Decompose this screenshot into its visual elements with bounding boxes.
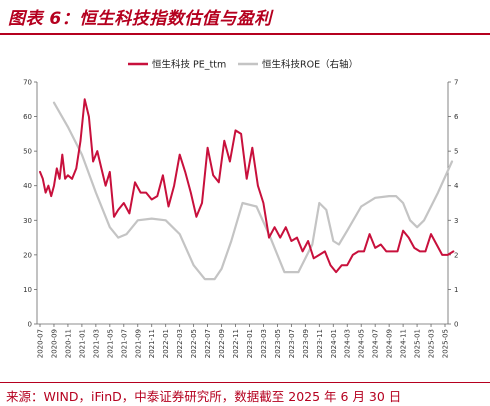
chart-legend: 恒生科技 PE_ttm 恒生科技ROE（右轴） — [128, 59, 358, 71]
x-tick-label: 2023-11 — [316, 329, 324, 358]
right-tick-label: 3 — [454, 217, 458, 225]
x-tick-label: 2023-09 — [302, 329, 310, 358]
x-tick-label: 2024-05 — [358, 329, 366, 358]
x-tick-label: 2022-11 — [232, 329, 240, 358]
chart-title: 图表 6：恒生科技指数估值与盈利 — [8, 9, 272, 29]
legend-label-pe: 恒生科技 PE_ttm — [152, 59, 226, 71]
pe-roe-line-chart: 恒生科技 PE_ttm 恒生科技ROE（右轴） 0102030405060700… — [23, 59, 459, 359]
plot-area — [39, 98, 455, 281]
x-tick-label: 2020-09 — [50, 329, 58, 358]
x-tick-label: 2023-03 — [260, 329, 268, 358]
source-note: 来源：WIND，iFinD，中泰证券研究所，数据截至 2025 年 6 月 30… — [6, 389, 402, 404]
x-tick-label: 2024-11 — [400, 329, 408, 358]
x-tick-label: 2023-07 — [288, 329, 296, 358]
legend-label-roe: 恒生科技ROE（右轴） — [262, 59, 358, 71]
left-tick-label: 30 — [23, 217, 32, 225]
left-tick-label: 20 — [23, 251, 32, 259]
left-tick-label: 70 — [23, 79, 32, 87]
right-tick-label: 0 — [454, 321, 458, 329]
chart-axes: 0 10 20 30 40 50 60 70 0 1 2 3 4 5 6 7 2020-07 2020-09 202… — [23, 79, 459, 359]
x-tick-label: 2021-09 — [134, 329, 142, 358]
title-divider — [0, 33, 490, 35]
right-tick-label: 1 — [454, 286, 458, 294]
x-tick-label: 2022-05 — [190, 329, 198, 358]
left-tick-label: 40 — [23, 182, 32, 190]
right-tick-label: 6 — [454, 113, 459, 121]
x-tick-label: 2023-01 — [246, 329, 254, 358]
source-divider — [0, 382, 490, 383]
left-tick-label: 60 — [23, 113, 32, 121]
right-tick-label: 4 — [454, 182, 459, 190]
x-tick-label: 2021-03 — [92, 329, 100, 358]
x-tick-label: 2021-11 — [148, 329, 156, 358]
x-tick-label: 2021-07 — [120, 329, 128, 358]
x-tick-label: 2020-07 — [37, 329, 45, 358]
x-tick-label: 2023-05 — [274, 329, 282, 358]
x-tick-label: 2024-03 — [344, 329, 352, 358]
x-tick-label: 2022-01 — [162, 329, 170, 358]
x-tick-label: 2025-01 — [414, 329, 422, 358]
right-tick-label: 7 — [454, 79, 458, 87]
right-tick-label: 2 — [454, 251, 458, 259]
left-tick-label: 0 — [28, 321, 32, 329]
left-tick-label: 50 — [23, 148, 32, 156]
x-tick-label: 2021-01 — [78, 329, 86, 358]
left-tick-label: 10 — [23, 286, 32, 294]
x-tick-label: 2020-11 — [64, 329, 72, 358]
x-tick-label: 2024-07 — [372, 329, 380, 358]
x-tick-label: 2025-03 — [428, 329, 436, 358]
right-tick-label: 5 — [454, 148, 458, 156]
x-tick-label: 2022-09 — [218, 329, 226, 358]
x-tick-label: 2022-07 — [204, 329, 212, 358]
roe-series-line — [52, 101, 454, 281]
x-tick-label: 2022-03 — [176, 329, 184, 358]
x-tick-label: 2024-09 — [386, 329, 394, 358]
x-tick-label: 2021-05 — [106, 329, 114, 358]
x-tick-label: 2025-05 — [442, 329, 450, 358]
pe-series-line — [39, 98, 455, 274]
x-tick-label: 2024-01 — [330, 329, 338, 358]
